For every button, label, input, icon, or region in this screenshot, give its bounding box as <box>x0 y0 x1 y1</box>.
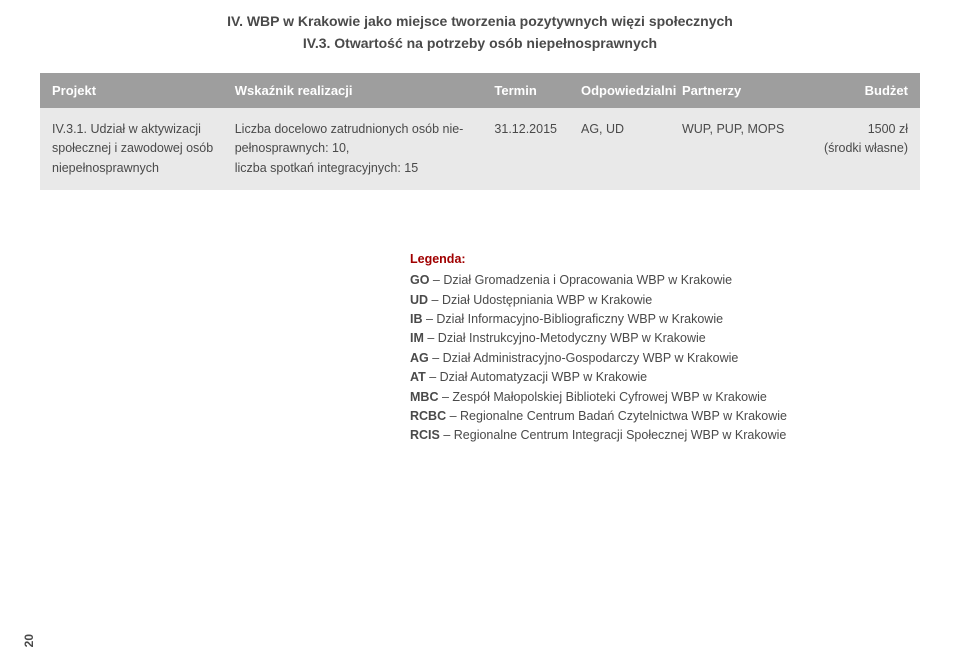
legend-desc: – Dział Informacyjno-Bibliograficzny WBP… <box>423 312 724 326</box>
cell-termin: 31.12.2015 <box>494 120 581 139</box>
legend-code: RCBC <box>410 409 446 423</box>
cell-budget-line: 1500 zł <box>797 120 908 139</box>
legend-item: RCBC – Regionalne Centrum Badań Czytelni… <box>410 407 920 426</box>
legend-desc: – Dział Administracyjno-Gospodarczy WBP … <box>429 351 739 365</box>
cell-indicator-line: Liczba docelowo zatrudnionych osób nie- <box>235 120 495 139</box>
cell-indicator: Liczba docelowo zatrudnionych osób nie- … <box>235 120 495 178</box>
legend-desc: – Dział Instrukcyjno-Metodyczny WBP w Kr… <box>424 331 706 345</box>
cell-responsible: AG, UD <box>581 120 682 139</box>
cell-indicator-line: liczba spotkań integracyjnych: 15 <box>235 159 495 178</box>
legend-item: UD – Dział Udostępniania WBP w Krakowie <box>410 291 920 310</box>
cell-project-line: niepełnosprawnych <box>52 159 235 178</box>
col-header-responsible: Odpowiedzialni <box>581 83 682 98</box>
legend-desc: – Regionalne Centrum Integracji Społeczn… <box>440 428 786 442</box>
legend-code: IM <box>410 331 424 345</box>
legend-item: AG – Dział Administracyjno-Gospodarczy W… <box>410 349 920 368</box>
table-row: IV.3.1. Udział w aktywizacji społecznej … <box>40 108 920 190</box>
legend-code: MBC <box>410 390 438 404</box>
col-header-termin: Termin <box>494 83 581 98</box>
legend-desc: – Dział Gromadzenia i Opracowania WBP w … <box>429 273 732 287</box>
legend-code: RCIS <box>410 428 440 442</box>
legend-desc: – Regionalne Centrum Badań Czytelnictwa … <box>446 409 787 423</box>
section-title-line1: IV. WBP w Krakowie jako miejsce tworzeni… <box>40 10 920 32</box>
legend-item: AT – Dział Automatyzacji WBP w Krakowie <box>410 368 920 387</box>
col-header-project: Projekt <box>52 83 235 98</box>
cell-project-line: IV.3.1. Udział w aktywizacji <box>52 120 235 139</box>
page-number: 20 <box>22 634 36 647</box>
legend-desc: – Zespół Małopolskiej Biblioteki Cyfrowe… <box>438 390 766 404</box>
legend-block: Legenda: GO – Dział Gromadzenia i Opraco… <box>410 250 920 446</box>
legend-code: IB <box>410 312 423 326</box>
legend-code: GO <box>410 273 429 287</box>
col-header-indicator: Wskaźnik realizacji <box>235 83 495 98</box>
legend-item: IM – Dział Instrukcyjno-Metodyczny WBP w… <box>410 329 920 348</box>
cell-budget: 1500 zł (środki własne) <box>797 120 908 159</box>
legend-item: MBC – Zespół Małopolskiej Biblioteki Cyf… <box>410 388 920 407</box>
legend-code: AG <box>410 351 429 365</box>
table-header-row: Projekt Wskaźnik realizacji Termin Odpow… <box>40 73 920 108</box>
legend-item: GO – Dział Gromadzenia i Opracowania WBP… <box>410 271 920 290</box>
cell-budget-line: (środki własne) <box>797 139 908 158</box>
legend-item: IB – Dział Informacyjno-Bibliograficzny … <box>410 310 920 329</box>
section-title-line2: IV.3. Otwartość na potrzeby osób niepełn… <box>40 32 920 54</box>
col-header-partners: Partnerzy <box>682 83 797 98</box>
cell-project: IV.3.1. Udział w aktywizacji społecznej … <box>52 120 235 178</box>
cell-project-line: społecznej i zawodowej osób <box>52 139 235 158</box>
cell-partners: WUP, PUP, MOPS <box>682 120 797 139</box>
section-header: IV. WBP w Krakowie jako miejsce tworzeni… <box>40 10 920 55</box>
legend-title: Legenda: <box>410 250 920 269</box>
cell-indicator-line: pełnosprawnych: 10, <box>235 139 495 158</box>
legend-code: UD <box>410 293 428 307</box>
legend-desc: – Dział Udostępniania WBP w Krakowie <box>428 293 652 307</box>
legend-code: AT <box>410 370 426 384</box>
legend-desc: – Dział Automatyzacji WBP w Krakowie <box>426 370 647 384</box>
legend-item: RCIS – Regionalne Centrum Integracji Spo… <box>410 426 920 445</box>
col-header-budget: Budżet <box>797 83 908 98</box>
